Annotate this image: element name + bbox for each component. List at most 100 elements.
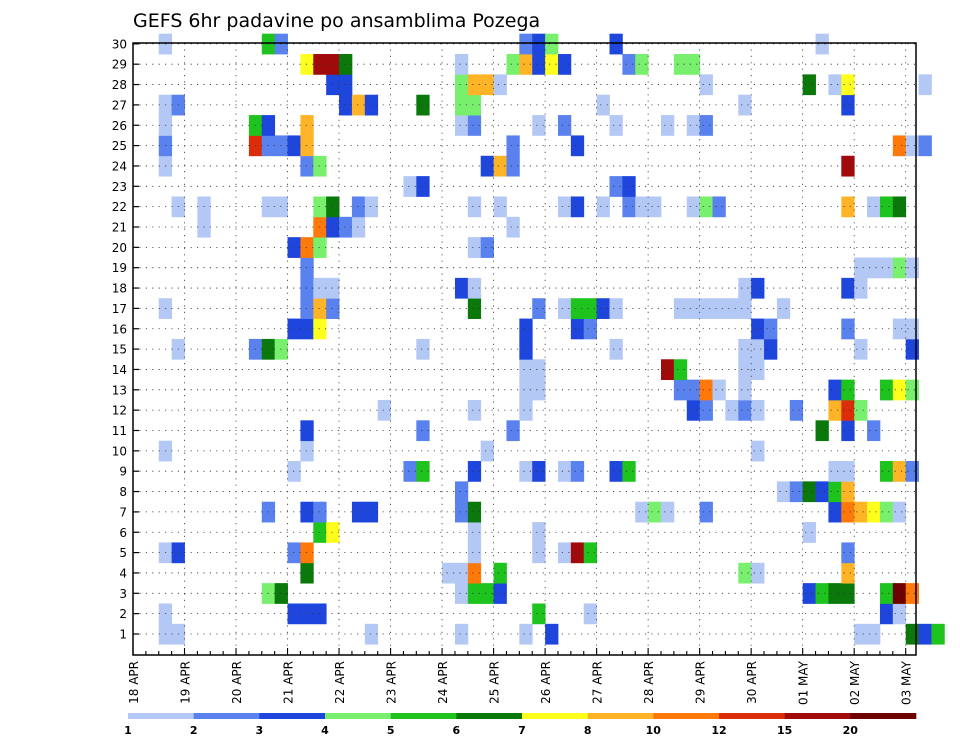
heatmap-cell (532, 33, 546, 55)
heatmap-cell (351, 216, 366, 238)
heatmap-cell (751, 359, 765, 381)
heatmap-cell (789, 399, 804, 421)
y-tick-label: 22 (112, 200, 127, 214)
y-tick-label: 17 (112, 302, 127, 316)
heatmap-cell (532, 461, 546, 482)
heatmap-cell (313, 216, 327, 238)
heatmap-cell (557, 54, 572, 75)
heatmap-cell (609, 338, 623, 360)
heatmap-cell (467, 501, 482, 523)
heatmap-cell (738, 379, 752, 401)
colorbar-label: 8 (584, 724, 592, 737)
heatmap-cell (841, 481, 855, 503)
heatmap-cell (300, 135, 314, 157)
heatmap-cell (751, 440, 765, 462)
heatmap-cell (596, 196, 610, 218)
heatmap-cell (493, 583, 507, 604)
y-tick-label: 30 (112, 37, 127, 51)
heatmap-cell (467, 461, 482, 482)
y-tick-label: 23 (112, 180, 127, 194)
heatmap-cell (377, 399, 391, 421)
heatmap-cell (879, 257, 894, 279)
chart-title: GEFS 6hr padavine po ansamblima Pozega (133, 10, 540, 32)
heatmap-cell (648, 196, 662, 218)
colorbar-legend: 1 2 3 4 5 6 7 8 10 12 15 20 (124, 713, 917, 737)
heatmap-cell (918, 623, 932, 645)
heatmap-cell (480, 440, 494, 462)
x-axis: 18 APR 19 APR 20 APR 21 APR 22 APR 23 APR 24 A… (127, 648, 914, 705)
colorbar-label: 3 (255, 724, 263, 737)
heatmap-cell (802, 522, 816, 543)
heatmap-cell (300, 298, 314, 319)
colorbar-swatch (719, 713, 785, 719)
y-tick-label: 5 (119, 546, 127, 560)
x-tick-label: 03 MAY (900, 660, 914, 705)
heatmap-cell (661, 115, 675, 136)
heatmap-cell (454, 54, 469, 75)
colorbar-label: 6 (452, 724, 460, 737)
y-tick-label: 19 (112, 261, 127, 275)
heatmap-cell (300, 237, 314, 258)
heatmap-cell (776, 481, 791, 503)
heatmap-cell (557, 196, 572, 218)
y-tick-label: 18 (112, 282, 127, 296)
colorbar-swatch (259, 713, 326, 719)
heatmap-cell (918, 135, 932, 157)
heatmap-cell (300, 603, 314, 625)
heatmap-cell (841, 277, 855, 299)
colorbar-swatch (850, 713, 917, 719)
heatmap-cell (493, 155, 507, 177)
heatmap-cell (879, 461, 894, 482)
heatmap-cell (751, 562, 765, 584)
heatmap-cell (519, 623, 533, 645)
heatmap-cell (467, 196, 482, 218)
heatmap-cell (867, 623, 881, 645)
heatmap-cell (313, 318, 327, 340)
heatmap-cell (751, 277, 765, 299)
heatmap-cell (326, 196, 340, 218)
heatmap-cell (673, 54, 688, 75)
heatmap-cell (300, 542, 314, 564)
heatmap-cell (738, 338, 752, 360)
heatmap-cell (828, 399, 842, 421)
colorbar-swatch (390, 713, 457, 719)
colorbar-swatch (456, 713, 523, 719)
y-tick-label: 20 (112, 241, 127, 255)
heatmap-cell (712, 379, 726, 401)
heatmap-cell (300, 440, 314, 462)
heatmap-cell (609, 176, 623, 197)
heatmap-cell (351, 94, 366, 116)
y-tick-label: 13 (112, 383, 127, 397)
heatmap-cell (519, 33, 533, 55)
heatmap-cell (879, 501, 894, 523)
heatmap-cell (841, 155, 855, 177)
heatmap-cell (725, 298, 739, 319)
x-tick-label: 19 APR (179, 661, 193, 704)
heatmap-cells (158, 33, 945, 645)
heatmap-cell (828, 481, 842, 503)
heatmap-cell (532, 359, 546, 381)
heatmap-cell (416, 176, 430, 197)
heatmap-cell (300, 257, 314, 279)
x-tick-label: 02 MAY (848, 660, 862, 705)
colorbar-swatch (653, 713, 720, 719)
heatmap-cell (918, 74, 932, 96)
heatmap-cell (454, 115, 469, 136)
heatmap-cell (841, 461, 855, 482)
heatmap-cell (841, 501, 855, 523)
heatmap-cell (570, 542, 585, 564)
x-tick-label: 28 APR (642, 661, 656, 704)
heatmap-cell (583, 298, 598, 319)
heatmap-cell (583, 318, 598, 340)
heatmap-cell (519, 359, 533, 381)
heatmap-cell (480, 74, 494, 96)
heatmap-cell (828, 501, 842, 523)
colorbar-label: 2 (190, 724, 198, 737)
heatmap-cell (738, 94, 752, 116)
colorbar-label: 12 (711, 724, 726, 737)
heatmap-cell (300, 562, 314, 584)
heatmap-cell (828, 379, 842, 401)
heatmap-cell (738, 399, 752, 421)
heatmap-cell (519, 379, 533, 401)
colorbar-label: 15 (777, 724, 792, 737)
